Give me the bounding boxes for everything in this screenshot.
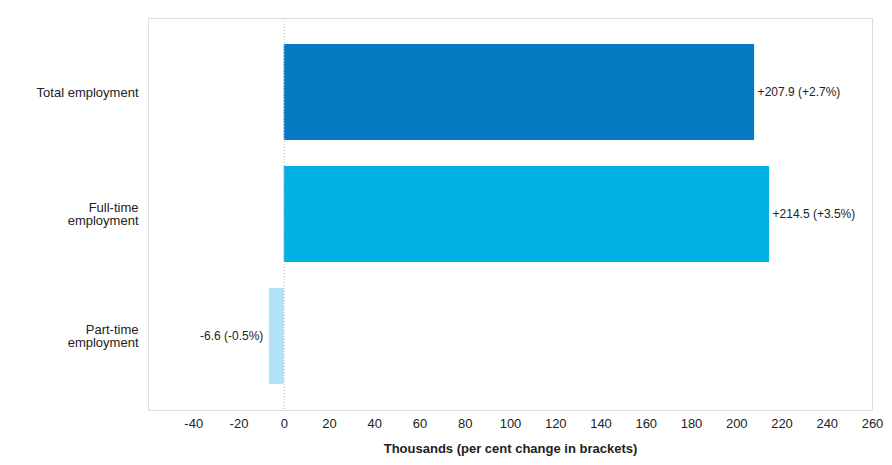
- svg-text:+207.9 (+2.7%): +207.9 (+2.7%): [758, 85, 841, 99]
- svg-text:-20: -20: [230, 416, 249, 431]
- svg-text:180: 180: [681, 416, 703, 431]
- svg-text:100: 100: [500, 416, 522, 431]
- svg-text:40: 40: [368, 416, 382, 431]
- svg-text:120: 120: [545, 416, 567, 431]
- svg-text:20: 20: [322, 416, 336, 431]
- svg-text:Total employment: Total employment: [37, 85, 139, 100]
- svg-text:200: 200: [726, 416, 748, 431]
- svg-text:60: 60: [413, 416, 427, 431]
- svg-text:+214.5 (+3.5%): +214.5 (+3.5%): [773, 207, 856, 221]
- svg-text:260: 260: [862, 416, 884, 431]
- svg-text:Thousands (per cent change in: Thousands (per cent change in brackets): [384, 441, 638, 456]
- svg-text:220: 220: [771, 416, 793, 431]
- svg-text:Part-timeemployment: Part-timeemployment: [68, 322, 139, 350]
- svg-text:240: 240: [816, 416, 838, 431]
- svg-text:140: 140: [590, 416, 612, 431]
- svg-text:80: 80: [458, 416, 472, 431]
- svg-text:-6.6 (-0.5%): -6.6 (-0.5%): [200, 329, 263, 343]
- svg-text:Full-timeemployment: Full-timeemployment: [68, 200, 139, 228]
- svg-text:0: 0: [281, 416, 288, 431]
- svg-text:-40: -40: [184, 416, 203, 431]
- svg-text:160: 160: [635, 416, 657, 431]
